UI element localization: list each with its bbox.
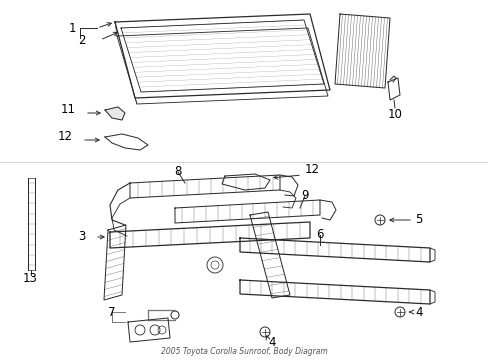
- Text: 10: 10: [387, 108, 402, 121]
- Text: 8: 8: [174, 166, 182, 179]
- Text: 4: 4: [414, 306, 422, 319]
- Text: 12: 12: [305, 163, 319, 176]
- Polygon shape: [105, 107, 125, 120]
- Text: 1: 1: [68, 22, 76, 35]
- Text: 5: 5: [414, 213, 422, 226]
- Text: 13: 13: [22, 271, 38, 284]
- Text: 2: 2: [78, 33, 85, 46]
- Text: 2005 Toyota Corolla Sunroof, Body Diagram: 2005 Toyota Corolla Sunroof, Body Diagra…: [160, 347, 326, 356]
- Text: 9: 9: [301, 189, 308, 202]
- Text: 7: 7: [108, 306, 116, 319]
- Text: 11: 11: [61, 104, 75, 117]
- Text: 4: 4: [267, 336, 275, 348]
- Text: 6: 6: [316, 229, 323, 242]
- Text: 3: 3: [78, 230, 85, 243]
- Text: 12: 12: [58, 130, 72, 144]
